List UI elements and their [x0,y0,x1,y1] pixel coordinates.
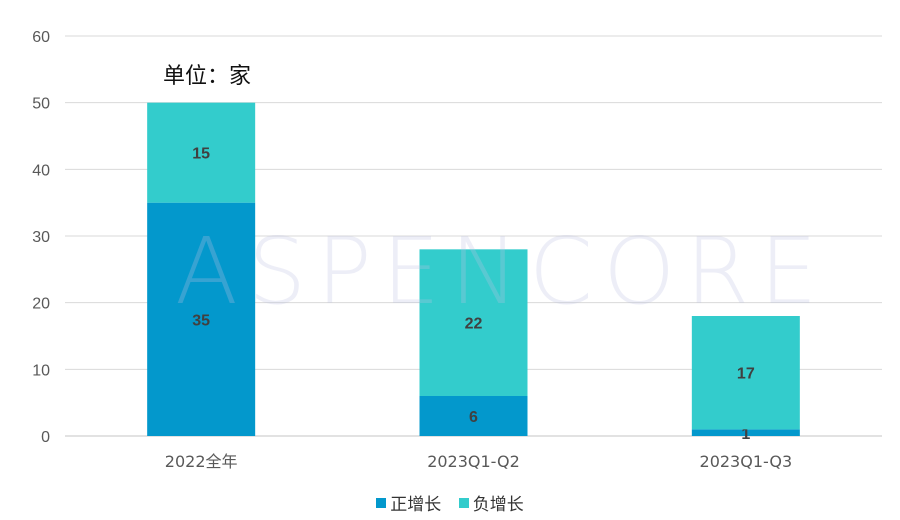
data-label: 15 [192,146,210,163]
bar-positive [147,202,256,436]
x-tick-label: 2022全年 [165,452,238,471]
legend-label-positive: 正增长 [390,495,442,515]
legend: 正增长 负增长 [0,490,900,515]
data-label: 17 [737,366,755,383]
bar-negative [419,249,528,396]
y-tick-label: 60 [32,29,50,46]
unit-label: 单位：家 [163,64,252,89]
y-tick-label: 30 [32,229,50,246]
data-label: 6 [469,409,478,426]
y-tick-label: 0 [41,429,50,446]
legend-swatch-positive [376,497,387,508]
stacked-bar-chart: 0 10 20 30 40 50 60 35 15 2022全年 6 22 2023Q1-Q2 1 17 20… [32,29,882,471]
legend-item-positive: 正增长 [376,490,441,515]
x-tick-label: 2023Q1-Q2 [427,452,520,471]
y-tick-label: 40 [32,162,50,179]
y-tick-label: 50 [32,96,50,113]
bar-negative [691,316,800,430]
legend-swatch-negative [458,497,469,508]
y-tick-label: 20 [32,296,50,313]
legend-label-negative: 负增长 [472,495,524,515]
bar-positive [691,429,800,436]
y-tick-label: 10 [32,362,50,379]
data-label: 1 [741,426,750,443]
legend-item-negative: 负增长 [458,490,524,515]
data-label: 35 [192,312,210,329]
bar-negative [147,102,256,203]
x-tick-label: 2023Q1-Q3 [700,452,793,471]
data-label: 22 [465,316,483,333]
bar-positive [419,396,528,436]
